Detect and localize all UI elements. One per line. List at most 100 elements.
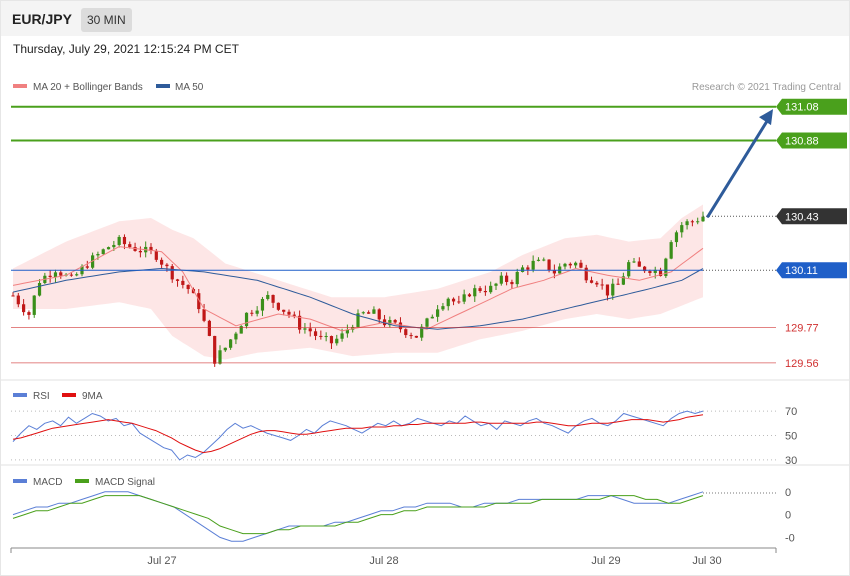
candle-body [340,333,344,339]
candle-body [324,336,328,338]
candle-body [202,309,206,321]
candle-body [234,333,238,340]
candle-body [510,281,514,285]
candle-body [106,247,111,250]
current-price-tag [776,208,847,225]
candle-body [579,262,583,268]
candle-body [170,266,174,280]
candle-body [292,314,296,316]
candle-body [197,293,201,310]
candle-body [420,326,424,338]
candle-body [680,225,684,233]
projection-arrow-head [759,109,773,126]
legend-label-macd: MACD [33,477,62,488]
candle-body [563,263,567,267]
candle-body [552,270,556,274]
candle-body [361,312,365,314]
candle-body [648,271,652,274]
legend-label-rsi-ma: 9MA [82,391,103,402]
candle-body [536,259,541,261]
candle-body [425,318,429,327]
macd-tick-label: 0 [785,487,791,499]
candle-body [367,312,371,314]
candle-body [409,335,413,337]
candle-body [149,246,153,251]
x-tick-label: Jul 27 [147,555,176,567]
rsi-legend: RSI 9MA [13,391,103,402]
candle-body [515,271,519,285]
rsi-tick-label: 70 [785,406,797,418]
candle-body [520,267,525,272]
candle-body [696,221,700,223]
support-label: 129.56 [785,358,819,370]
candle-body [526,267,530,270]
ma50-line [12,267,704,330]
candle-body [436,309,440,317]
macd-legend: MACD MACD Signal [13,477,155,488]
candle-body [499,275,503,284]
candle-body [313,331,318,336]
macd-tick-label: 0 [785,510,791,522]
candle-body [356,313,360,327]
candle-body [32,295,36,315]
candle-body [446,298,450,307]
resistance-tag [776,98,847,115]
candle-body [372,309,376,314]
candle-body [319,335,323,337]
candle-body [181,280,185,285]
candle-body [53,272,58,277]
candle-body [22,304,26,313]
chart-datetime: Thursday, July 29, 2021 12:15:24 PM CET [13,42,239,56]
candle-body [478,288,482,292]
candle-body [584,267,588,281]
candle-body [37,282,42,296]
candle-body [489,285,493,293]
legend-label-rsi: RSI [33,391,50,402]
candle-body [27,312,31,315]
candle-body [685,221,689,226]
candle-body [388,320,392,326]
candle-body [329,336,334,344]
candle-body [282,309,286,312]
header-bar: EUR/JPY 30 MIN [1,1,849,36]
candle-body [287,311,291,315]
candle-body [414,335,418,338]
macd-signal-line [12,495,704,535]
candle-body [690,221,694,223]
current-price-label: 130.43 [785,211,819,223]
legend-swatch-ma50 [156,84,170,88]
macd-tick-label: -0 [785,532,795,544]
candle-body [457,301,461,303]
legend-swatch-bollinger [13,84,27,88]
candle-body [239,326,243,334]
candle-body [96,253,100,256]
candle-body [11,295,15,297]
candle-body [441,306,445,310]
resistance-label: 131.08 [785,102,819,114]
levels-layer: 131.08 130.88 130.43 130.11 129.77 129.56 [11,98,847,370]
rsi-layer: 70 50 30 [11,406,797,467]
candle-body [467,294,472,297]
macd-layer: 0 0 -0 [12,487,795,544]
legend-label-bollinger: MA 20 + Bollinger Bands [33,82,143,93]
timeframe-button[interactable]: 30 MIN [81,8,132,32]
candle-body [128,244,132,248]
price-layer [11,204,705,367]
candle-body [637,261,641,267]
candle-body [276,302,280,310]
candle-body [255,310,259,314]
candle-body [494,283,498,286]
candle-body [653,269,657,274]
resistance-label: 130.88 [785,135,819,147]
x-tick-label: Jul 30 [692,555,721,567]
bollinger-band [13,204,703,360]
candle-body [473,288,477,297]
candle-body [462,294,466,302]
candle-body [643,266,647,272]
candle-body [430,316,434,319]
candle-body [160,259,164,265]
candle-body [658,269,663,277]
candle-body [303,328,307,330]
candle-body [75,274,79,276]
